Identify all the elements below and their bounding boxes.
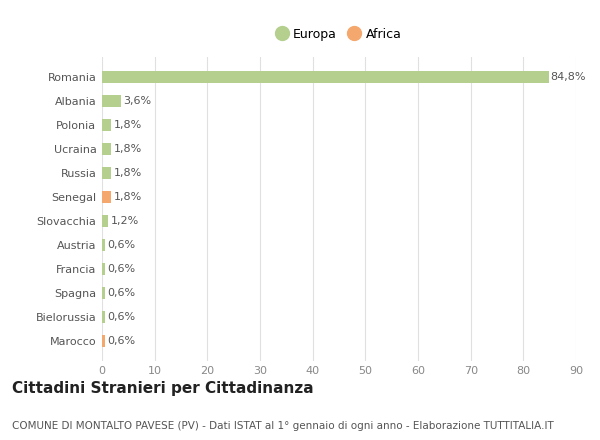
Text: 1,8%: 1,8% [113,168,142,178]
Text: 0,6%: 0,6% [107,288,136,298]
Text: 1,2%: 1,2% [110,216,139,226]
Bar [102,191,112,203]
Bar [102,119,112,131]
Bar [102,143,112,155]
Text: 3,6%: 3,6% [123,96,151,106]
Bar [102,239,105,251]
Text: 1,8%: 1,8% [113,120,142,130]
Bar [102,311,105,323]
Text: 0,6%: 0,6% [107,336,136,346]
Bar [102,71,548,83]
Text: COMUNE DI MONTALTO PAVESE (PV) - Dati ISTAT al 1° gennaio di ogni anno - Elabora: COMUNE DI MONTALTO PAVESE (PV) - Dati IS… [12,421,554,431]
Bar [102,287,105,299]
Text: 0,6%: 0,6% [107,264,136,274]
Text: 1,8%: 1,8% [113,144,142,154]
Text: 0,6%: 0,6% [107,240,136,250]
Bar [102,263,105,275]
Text: 1,8%: 1,8% [113,192,142,202]
Bar [102,167,112,179]
Legend: Europa, Africa: Europa, Africa [273,24,405,44]
Text: 0,6%: 0,6% [107,312,136,322]
Text: Cittadini Stranieri per Cittadinanza: Cittadini Stranieri per Cittadinanza [12,381,314,396]
Bar [102,215,109,227]
Text: 84,8%: 84,8% [551,72,586,82]
Bar [102,95,121,107]
Bar [102,335,105,347]
